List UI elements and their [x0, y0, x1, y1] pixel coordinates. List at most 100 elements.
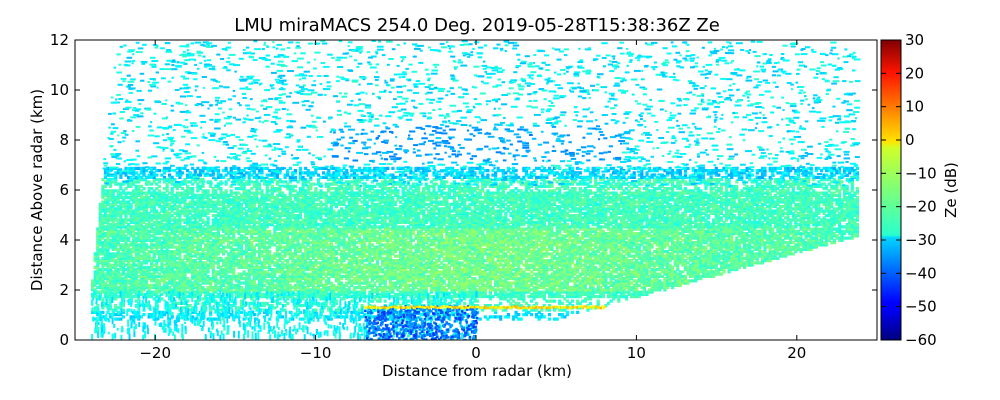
reflectivity-cell [614, 281, 618, 285]
reflectivity-cell [340, 290, 344, 294]
reflectivity-cell [162, 310, 167, 314]
reflectivity-cell [162, 283, 167, 287]
reflectivity-cell [204, 281, 208, 285]
reflectivity-cell [350, 290, 354, 294]
reflectivity-cell [542, 304, 546, 308]
reflectivity-cell [581, 292, 585, 296]
reflectivity-cell [234, 286, 238, 290]
reflectivity-cell [178, 283, 182, 287]
reflectivity-cell [334, 292, 338, 296]
reflectivity-cell [270, 279, 274, 283]
reflectivity-cell [296, 286, 300, 290]
reflectivity-cell [470, 290, 475, 294]
reflectivity-cell [642, 286, 646, 290]
reflectivity-cell [458, 277, 462, 281]
reflectivity-cell [427, 297, 431, 301]
reflectivity-cell [340, 286, 344, 290]
reflectivity-cell [337, 306, 341, 310]
reflectivity-cell [447, 277, 451, 281]
reflectivity-cell [481, 290, 485, 294]
reflectivity-cell [563, 279, 567, 283]
reflectivity-cell [322, 295, 326, 299]
reflectivity-cell [227, 283, 231, 287]
reflectivity-cell [571, 299, 575, 303]
reflectivity-cell [578, 288, 582, 292]
reflectivity-cell [483, 277, 487, 281]
reflectivity-cell [635, 295, 639, 299]
reflectivity-cell [327, 317, 331, 321]
reflectivity-cell [419, 313, 423, 317]
reflectivity-cell [129, 315, 133, 319]
reflectivity-cell [553, 286, 557, 290]
reflectivity-cell [327, 286, 331, 290]
reflectivity-cell [134, 292, 138, 296]
reflectivity-cell [221, 281, 226, 285]
reflectivity-cell [268, 310, 272, 314]
reflectivity-cell [437, 286, 441, 290]
reflectivity-cell [442, 308, 446, 312]
reflectivity-cell [560, 308, 564, 312]
reflectivity-cell [173, 286, 177, 290]
reflectivity-cell [137, 297, 141, 301]
reflectivity-cell [155, 281, 159, 285]
reflectivity-cell [124, 290, 128, 294]
reflectivity-cell [401, 277, 405, 281]
reflectivity-cell [522, 277, 526, 281]
reflectivity-cell [640, 286, 644, 290]
reflectivity-cell [114, 279, 118, 283]
reflectivity-cell [334, 277, 338, 281]
reflectivity-cell [219, 279, 223, 283]
reflectivity-cell [193, 277, 197, 281]
reflectivity-cell [173, 277, 177, 281]
reflectivity-cell [519, 304, 523, 308]
reflectivity-cell [622, 288, 626, 292]
reflectivity-cell [665, 286, 670, 290]
reflectivity-cell [186, 299, 190, 303]
reflectivity-cell [506, 281, 510, 285]
reflectivity-cell [209, 313, 213, 317]
reflectivity-cell [144, 286, 149, 290]
reflectivity-cell [391, 288, 395, 292]
reflectivity-cell [514, 295, 518, 299]
reflectivity-cell [245, 286, 249, 290]
reflectivity-cell [134, 277, 138, 281]
reflectivity-cell [450, 290, 454, 294]
reflectivity-cell [411, 283, 415, 287]
reflectivity-cell [445, 315, 449, 319]
reflectivity-cell [612, 292, 616, 296]
reflectivity-cell [542, 286, 546, 290]
reflectivity-cell [527, 295, 531, 299]
reflectivity-cell [355, 286, 359, 290]
reflectivity-cell [357, 308, 362, 312]
reflectivity-cell [229, 279, 233, 283]
reflectivity-cell [347, 290, 351, 294]
reflectivity-cell [588, 297, 593, 301]
reflectivity-cell [463, 288, 467, 292]
reflectivity-cell [655, 279, 659, 283]
reflectivity-cell [504, 279, 508, 283]
reflectivity-cell [306, 290, 310, 294]
reflectivity-cell [488, 288, 492, 292]
reflectivity-cell [201, 297, 205, 301]
reflectivity-cell [522, 283, 526, 287]
reflectivity-cell [486, 286, 490, 290]
reflectivity-cell [627, 290, 631, 294]
reflectivity-cell [327, 281, 331, 285]
reflectivity-cell [676, 281, 680, 285]
reflectivity-cell [234, 290, 238, 294]
reflectivity-cell [478, 277, 482, 281]
reflectivity-cell [588, 295, 593, 299]
reflectivity-cell [647, 288, 652, 292]
reflectivity-cell [260, 288, 264, 292]
reflectivity-cell [560, 288, 564, 292]
reflectivity-cell [406, 290, 410, 294]
reflectivity-cell [134, 295, 138, 299]
reflectivity-cell [627, 283, 631, 287]
reflectivity-cell [255, 304, 259, 308]
reflectivity-cell [529, 313, 534, 317]
reflectivity-cell [571, 304, 575, 308]
reflectivity-cell [373, 283, 377, 287]
reflectivity-cell [494, 283, 498, 287]
reflectivity-cell [653, 288, 657, 292]
reflectivity-cell [450, 281, 454, 285]
